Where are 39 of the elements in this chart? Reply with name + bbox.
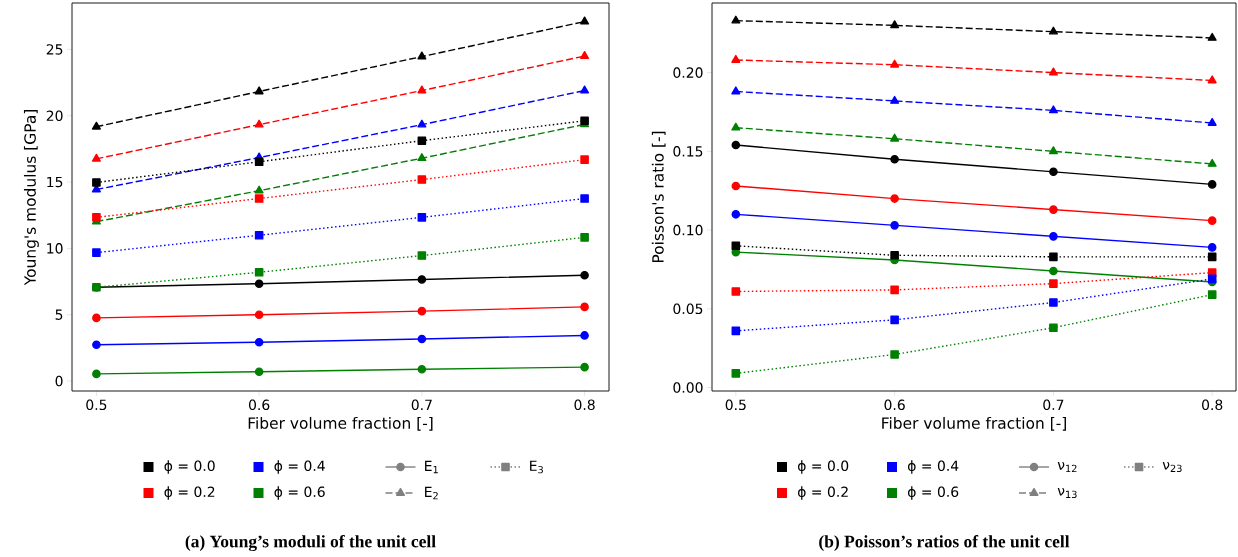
x-tick-label: 0.7 xyxy=(411,399,432,411)
text: ϕ = 0.6 xyxy=(274,486,325,500)
text: (b) Poisson’s ratios of the unit cell xyxy=(819,535,1070,552)
y-tick-label: 10 xyxy=(47,243,63,254)
x-tick-label: 0.8 xyxy=(574,399,595,411)
x-tick-label: 0.6 xyxy=(884,399,905,411)
x-axis-title: Fiber volume fraction [-] xyxy=(248,416,433,431)
text: ϕ = 0.0 xyxy=(797,460,849,474)
text: ϕ = 0.2 xyxy=(797,486,848,500)
x-tick-label: 0.8 xyxy=(1202,399,1223,411)
y-tick-label: 0.10 xyxy=(673,224,703,236)
x-tick-label: 0.5 xyxy=(86,399,107,411)
y-tick-label: 0.20 xyxy=(673,67,703,78)
y-tick-label: 20 xyxy=(46,110,63,122)
text: ν$_{13}$ xyxy=(1057,487,1077,499)
x-tick-label: 0.7 xyxy=(1043,399,1064,411)
text: ϕ = 0.4 xyxy=(274,460,325,474)
text: ϕ = 0.4 xyxy=(907,460,959,474)
text: (a) Young’s moduli of the unit cell xyxy=(185,534,436,552)
text: ϕ = 0.6 xyxy=(907,486,959,500)
x-tick-label: 0.6 xyxy=(248,399,270,411)
text: E$_{2}$ xyxy=(425,486,438,500)
text: ν$_{12}$ xyxy=(1057,462,1077,472)
y-tick-label: 0.00 xyxy=(673,382,703,393)
y-tick-label: 0 xyxy=(55,375,63,387)
x-axis-title: Fiber volume fraction [-] xyxy=(882,416,1066,431)
y-tick-label: 0.15 xyxy=(673,146,703,157)
x-tick-label: 0.5 xyxy=(725,399,746,411)
text: ϕ = 0.0 xyxy=(164,460,215,474)
text: ϕ = 0.2 xyxy=(164,486,215,500)
y-tick-label: 25 xyxy=(46,44,63,55)
y-axis-title: Young's modulus [GPa] xyxy=(23,109,39,286)
text: ν$_{23}$ xyxy=(1162,461,1182,473)
y-tick-label: 0.05 xyxy=(673,303,703,315)
text: E$_{3}$ xyxy=(530,460,543,474)
y-tick-label: 5 xyxy=(55,309,63,320)
y-tick-label: 15 xyxy=(47,176,63,188)
text: E$_{1}$ xyxy=(425,460,438,474)
y-axis-title: Poisson's ratio [-] xyxy=(651,131,666,263)
